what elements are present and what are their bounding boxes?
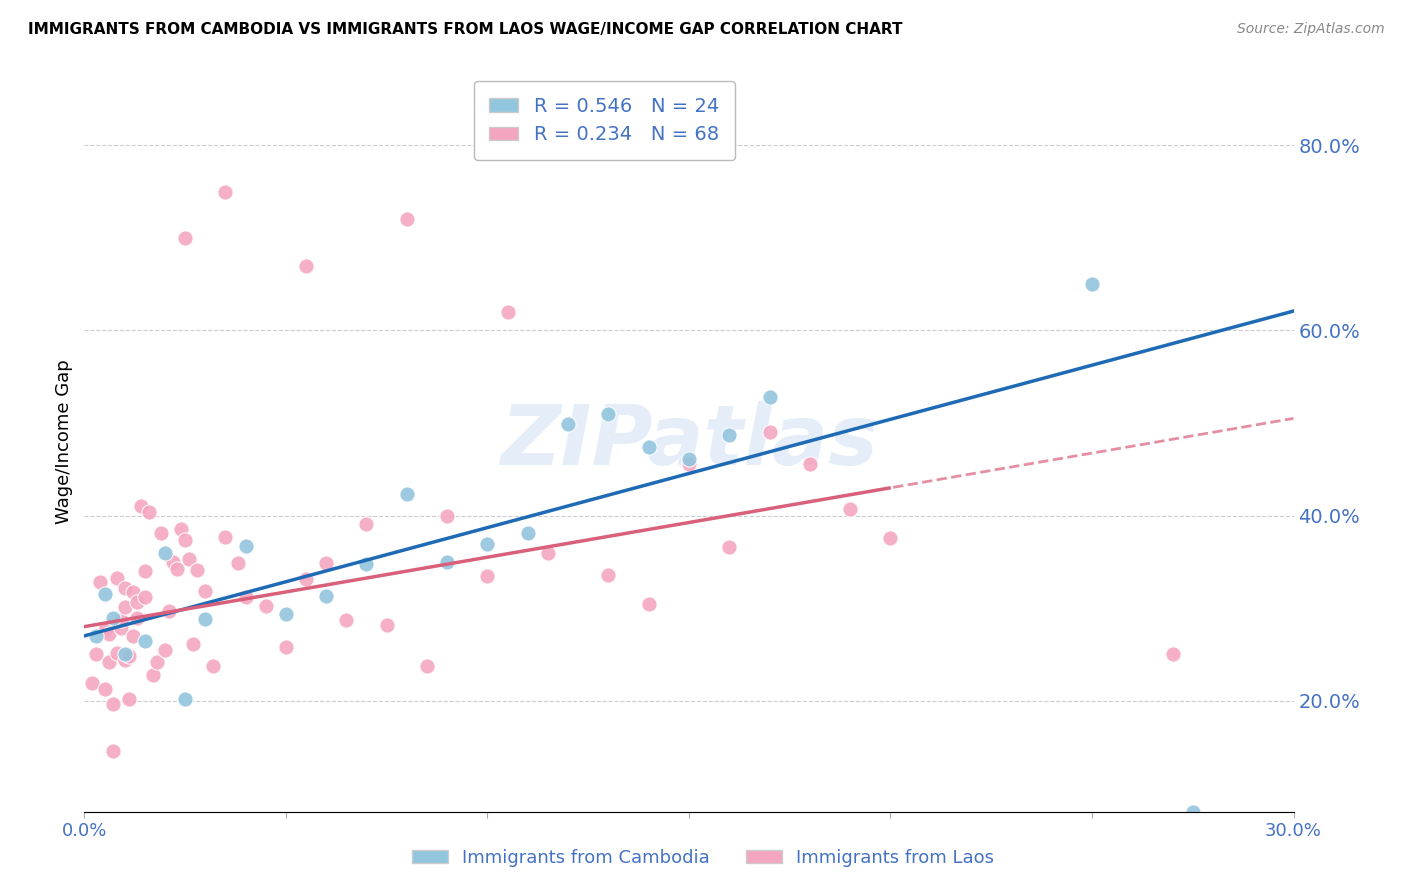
- Point: [134, 590, 156, 604]
- Point: [1161, 648, 1184, 662]
- Text: Source: ZipAtlas.com: Source: ZipAtlas.com: [1237, 22, 1385, 37]
- Point: [194, 584, 217, 599]
- Point: [157, 604, 180, 618]
- Point: [214, 185, 236, 199]
- Point: [1081, 277, 1104, 292]
- Point: [516, 525, 538, 540]
- Point: [637, 440, 659, 454]
- Point: [356, 557, 378, 571]
- Point: [125, 611, 148, 625]
- Point: [436, 509, 458, 524]
- Point: [121, 629, 143, 643]
- Point: [235, 539, 257, 553]
- Point: [557, 417, 579, 432]
- Point: [174, 691, 197, 706]
- Point: [97, 627, 120, 641]
- Point: [477, 569, 499, 583]
- Point: [181, 637, 204, 651]
- Point: [114, 653, 136, 667]
- Y-axis label: Wage/Income Gap: Wage/Income Gap: [55, 359, 73, 524]
- Point: [118, 649, 141, 664]
- Point: [678, 452, 700, 467]
- Point: [799, 458, 821, 472]
- Point: [105, 647, 128, 661]
- Point: [598, 407, 620, 421]
- Point: [395, 212, 418, 227]
- Point: [166, 562, 188, 576]
- Legend: R = 0.546   N = 24, R = 0.234   N = 68: R = 0.546 N = 24, R = 0.234 N = 68: [474, 81, 735, 160]
- Point: [170, 522, 193, 536]
- Point: [226, 556, 249, 570]
- Point: [174, 231, 197, 245]
- Point: [93, 682, 115, 697]
- Point: [162, 555, 184, 569]
- Point: [194, 612, 217, 626]
- Point: [537, 546, 560, 560]
- Point: [125, 595, 148, 609]
- Point: [110, 613, 132, 627]
- Point: [295, 572, 318, 586]
- Point: [186, 563, 208, 577]
- Point: [114, 599, 136, 614]
- Point: [839, 502, 862, 516]
- Point: [758, 390, 780, 404]
- Point: [678, 458, 700, 472]
- Point: [416, 658, 439, 673]
- Point: [101, 697, 124, 711]
- Point: [105, 571, 128, 585]
- Point: [82, 676, 104, 690]
- Legend: Immigrants from Cambodia, Immigrants from Laos: Immigrants from Cambodia, Immigrants fro…: [405, 842, 1001, 874]
- Point: [179, 552, 201, 566]
- Point: [274, 607, 297, 621]
- Text: ZIPatlas: ZIPatlas: [501, 401, 877, 482]
- Point: [134, 634, 156, 648]
- Point: [118, 692, 141, 706]
- Point: [114, 581, 136, 595]
- Point: [496, 305, 519, 319]
- Point: [295, 259, 318, 273]
- Point: [315, 557, 337, 571]
- Point: [93, 623, 115, 637]
- Point: [356, 517, 378, 532]
- Point: [598, 568, 620, 582]
- Point: [235, 590, 257, 604]
- Point: [153, 546, 176, 560]
- Point: [97, 656, 120, 670]
- Point: [315, 589, 337, 603]
- Text: IMMIGRANTS FROM CAMBODIA VS IMMIGRANTS FROM LAOS WAGE/INCOME GAP CORRELATION CHA: IMMIGRANTS FROM CAMBODIA VS IMMIGRANTS F…: [28, 22, 903, 37]
- Point: [101, 744, 124, 758]
- Point: [134, 564, 156, 578]
- Point: [274, 640, 297, 655]
- Point: [758, 425, 780, 439]
- Point: [121, 584, 143, 599]
- Point: [214, 530, 236, 544]
- Point: [153, 642, 176, 657]
- Point: [879, 531, 901, 545]
- Point: [149, 525, 172, 540]
- Point: [129, 500, 152, 514]
- Point: [86, 629, 108, 643]
- Point: [93, 586, 115, 600]
- Point: [718, 541, 741, 555]
- Point: [477, 537, 499, 551]
- Point: [114, 648, 136, 662]
- Point: [202, 658, 225, 673]
- Point: [138, 505, 160, 519]
- Point: [254, 599, 277, 614]
- Point: [718, 428, 741, 442]
- Point: [375, 618, 398, 632]
- Point: [335, 613, 357, 627]
- Point: [142, 667, 165, 681]
- Point: [86, 647, 108, 661]
- Point: [174, 533, 197, 547]
- Point: [146, 655, 169, 669]
- Point: [436, 555, 458, 569]
- Point: [110, 622, 132, 636]
- Point: [395, 487, 418, 501]
- Point: [89, 574, 111, 589]
- Point: [1181, 805, 1204, 819]
- Point: [637, 597, 659, 611]
- Point: [101, 611, 124, 625]
